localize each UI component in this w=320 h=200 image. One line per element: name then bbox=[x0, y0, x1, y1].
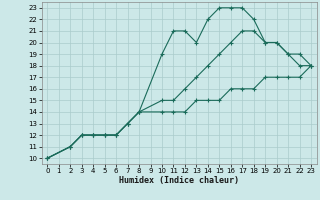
X-axis label: Humidex (Indice chaleur): Humidex (Indice chaleur) bbox=[119, 176, 239, 185]
